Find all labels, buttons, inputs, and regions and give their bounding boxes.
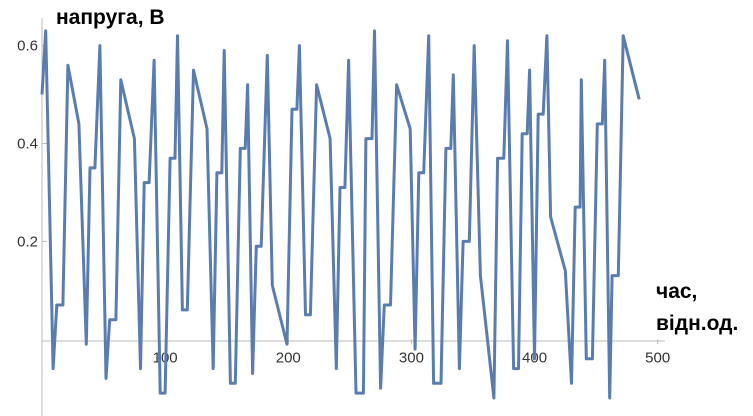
x-axis-title-line-2: відн.од. (656, 312, 738, 335)
x-tick-label: 200 (276, 349, 301, 366)
y-tick-label: 0.4 (17, 135, 38, 152)
x-tick-label: 500 (645, 349, 670, 366)
y-tick-label: 0.6 (17, 38, 38, 55)
x-axis-title-line-1: час, (656, 280, 697, 303)
y-axis-ticks: 0.2 0.4 0.6 (17, 38, 47, 250)
series-line (40, 29, 641, 400)
y-tick-label: 0.2 (17, 233, 38, 250)
series-layer (40, 29, 641, 400)
x-tick-label: 300 (399, 349, 424, 366)
y-axis-title: напруга, В (56, 6, 165, 29)
